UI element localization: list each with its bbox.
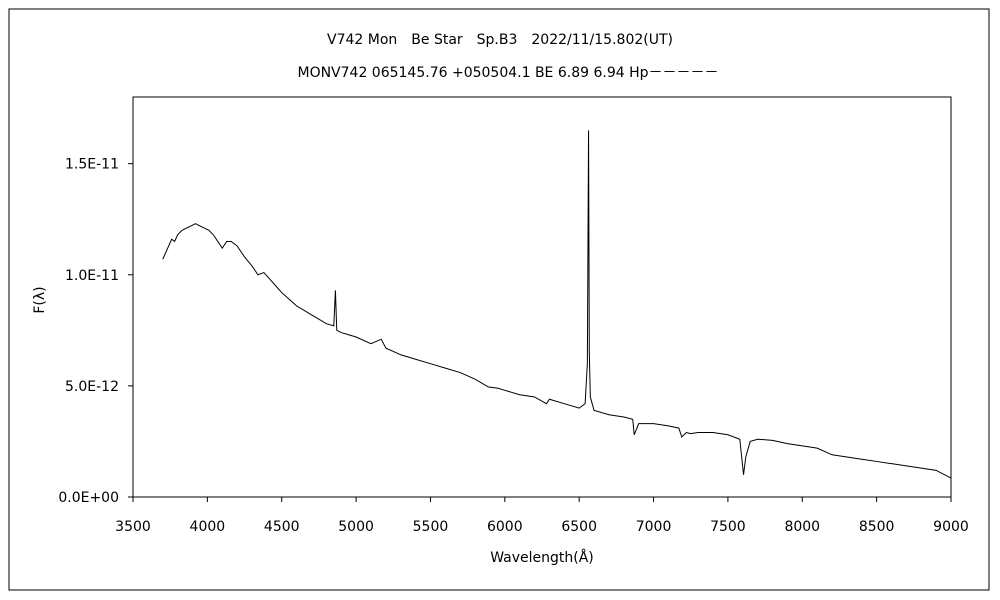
x-tick-label: 4500	[264, 519, 300, 535]
x-tick-label: 9000	[933, 519, 969, 535]
x-tick-label: 5000	[338, 519, 374, 535]
y-tick-label: 1.5E-11	[65, 157, 119, 173]
x-tick-label: 5500	[413, 519, 449, 535]
x-tick-label: 8000	[784, 519, 820, 535]
y-axis: 0.0E+00 5.0E-12 1.0E-11 1.5E-11	[58, 157, 133, 506]
x-axis-label: Wavelength(Å)	[490, 549, 594, 566]
x-tick-label: 7500	[710, 519, 746, 535]
y-axis-label: F(λ)	[32, 286, 48, 313]
y-tick-label: 5.0E-12	[65, 379, 119, 395]
y-tick-label: 0.0E+00	[58, 490, 119, 506]
x-tick-label: 6500	[561, 519, 597, 535]
spectrum-series-line	[162, 130, 952, 479]
x-tick-label: 4000	[190, 519, 226, 535]
y-tick-label: 1.0E-11	[65, 268, 119, 284]
outer-frame	[8, 8, 990, 591]
chart-title: V742 Mon Be Star Sp.B3 2022/11/15.802(UT…	[327, 32, 673, 48]
x-tick-label: 7000	[636, 519, 672, 535]
x-tick-label: 3500	[115, 519, 151, 535]
x-axis: 3500 4000 4500 5000 5500 6000 6500 7000 7500 8000…	[115, 497, 969, 535]
plot-area	[132, 96, 952, 498]
chart-subtitle: MONV742 065145.76 +050504.1 BE 6.89 6.94…	[297, 65, 718, 81]
x-tick-label: 8500	[859, 519, 895, 535]
x-tick-label: 6000	[487, 519, 523, 535]
